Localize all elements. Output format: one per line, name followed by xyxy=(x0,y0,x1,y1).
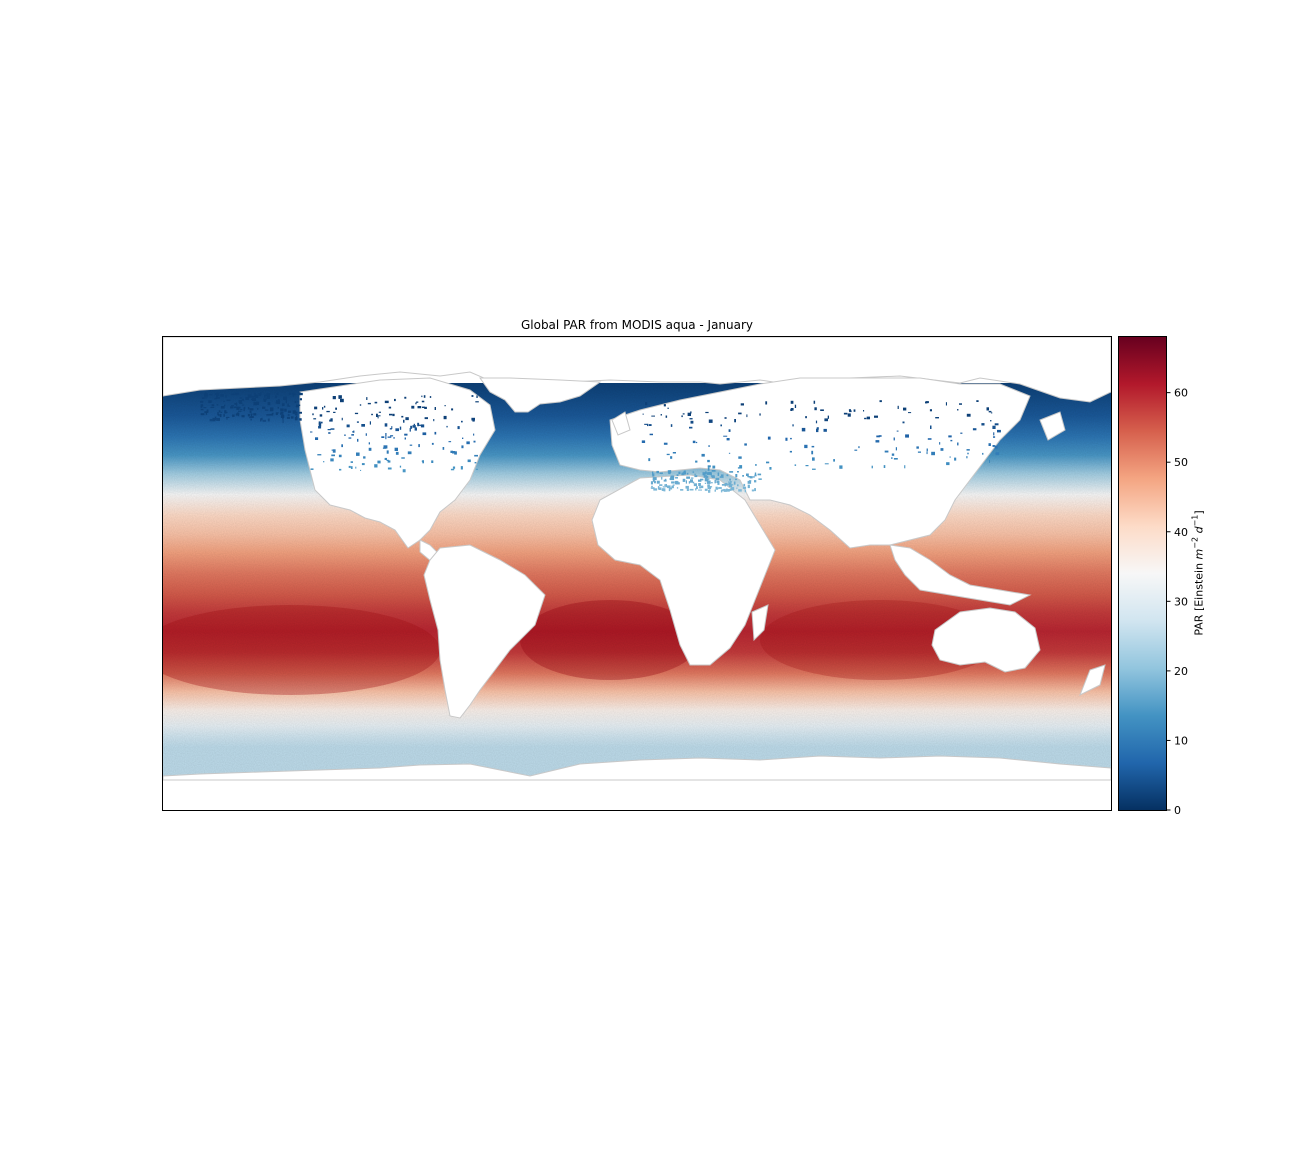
chart-title: Global PAR from MODIS aqua - January xyxy=(520,318,754,332)
arctic-land xyxy=(163,337,1111,403)
southeast-asia xyxy=(889,544,1032,606)
africa xyxy=(591,474,776,666)
antarctica xyxy=(163,755,1111,781)
colorbar-tick-label: 0 xyxy=(1174,804,1181,817)
australia xyxy=(931,607,1041,673)
eurasia xyxy=(609,377,1031,549)
colorbar-tick-label: 60 xyxy=(1174,387,1188,400)
colorbar-tick-label: 30 xyxy=(1174,595,1188,608)
colorbar-label: PAR [Einstein m−2 d−1] xyxy=(1190,510,1206,636)
colorbar-ticks: 0 10 20 30 40 50 60 xyxy=(1166,387,1188,817)
greenland xyxy=(479,377,602,413)
colorbar-tick-label: 40 xyxy=(1174,526,1188,539)
north-america xyxy=(299,377,496,549)
british-isles xyxy=(611,411,631,436)
land-masses xyxy=(163,337,1111,781)
map-frame xyxy=(162,336,1112,811)
northern-speckle xyxy=(200,392,1001,493)
colorbar-tick-label: 50 xyxy=(1174,456,1188,469)
madagascar xyxy=(751,604,769,642)
colorbar-tick-label: 20 xyxy=(1174,665,1188,678)
colorbar-tick-label: 10 xyxy=(1174,734,1188,747)
new-zealand xyxy=(1079,664,1106,697)
colorbar-bar xyxy=(1118,336,1167,811)
japan xyxy=(1039,411,1066,441)
south-america xyxy=(423,544,546,719)
